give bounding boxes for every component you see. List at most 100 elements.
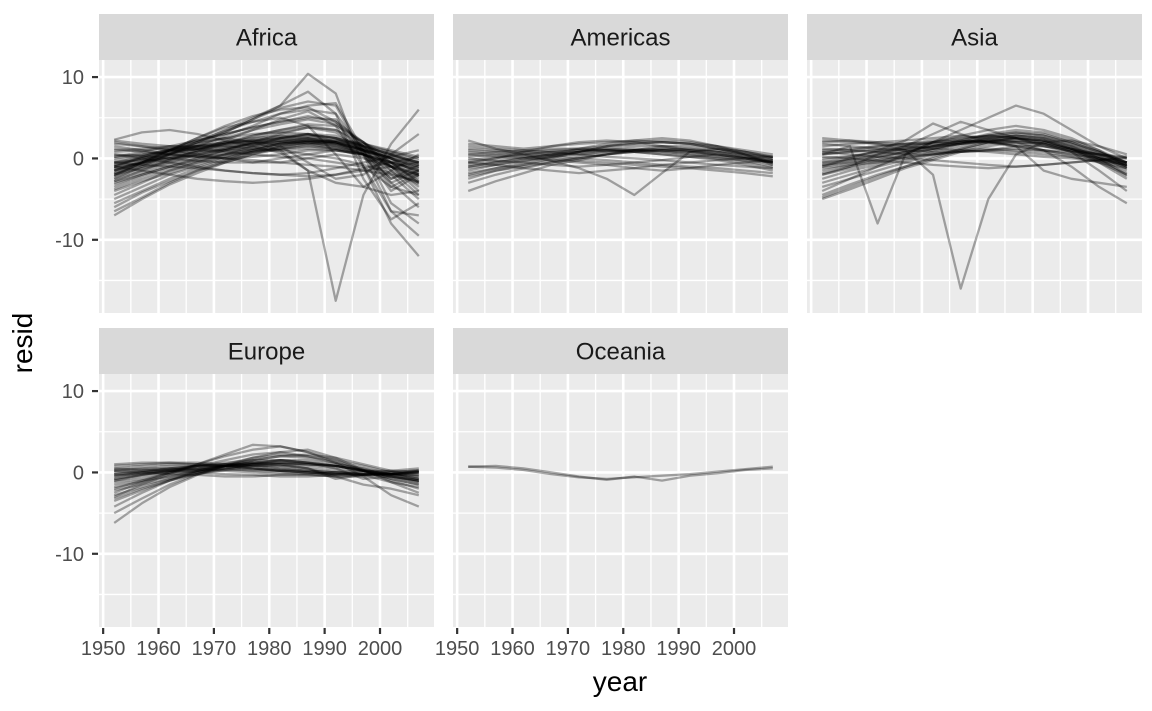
residual-lines-asia <box>821 104 1128 290</box>
facet-strip-europe <box>99 328 434 374</box>
country-residual-line <box>114 136 420 168</box>
major-gridlines <box>99 60 434 313</box>
country-residual-line <box>113 445 420 494</box>
country-residual-line <box>113 116 420 209</box>
country-residual-line <box>113 443 420 508</box>
country-residual-line <box>822 155 1127 170</box>
x-tick-label: 1950 <box>81 638 126 660</box>
country-residual-line <box>113 141 420 213</box>
country-residual-line <box>822 139 1127 167</box>
country-residual-line <box>114 464 419 478</box>
country-residual-line <box>113 136 420 175</box>
facet-americas: Americas <box>453 14 788 313</box>
country-residual-line <box>114 461 419 477</box>
country-residual-line <box>113 114 420 196</box>
facet-strip-label-americas: Americas <box>570 25 670 52</box>
minor-gridlines <box>453 374 788 627</box>
country-residual-line <box>468 153 773 172</box>
country-residual-line <box>113 139 420 180</box>
x-tick-label: 1960 <box>136 638 181 660</box>
country-residual-line <box>113 139 420 184</box>
country-residual-line <box>113 108 420 302</box>
y-tick-label: -10 <box>55 230 84 252</box>
country-residual-line <box>821 136 1128 199</box>
country-residual-line <box>113 141 420 209</box>
country-residual-line <box>114 463 420 497</box>
facet-strip-americas <box>453 14 788 60</box>
panel-background-americas <box>453 60 788 313</box>
y-tick-label: 0 <box>73 462 84 484</box>
country-residual-line <box>113 132 420 197</box>
major-gridlines <box>807 60 1142 313</box>
minor-gridlines <box>99 374 434 627</box>
country-residual-line <box>114 133 420 180</box>
country-residual-line <box>113 136 420 183</box>
country-residual-line <box>114 147 420 172</box>
country-residual-line <box>822 124 1128 168</box>
country-residual-line <box>114 468 419 477</box>
country-residual-line <box>821 141 1128 201</box>
facet-strip-africa <box>99 14 434 60</box>
country-residual-line <box>113 450 420 490</box>
y-tick-label: 0 <box>73 148 84 170</box>
country-residual-line <box>822 145 1127 160</box>
y-tick-label: -10 <box>55 544 84 566</box>
country-residual-line <box>114 142 420 189</box>
x-tick-label: 1990 <box>656 638 701 660</box>
facet-strip-label-africa: Africa <box>236 25 298 52</box>
facet-europe: Europe <box>99 328 434 627</box>
country-residual-line <box>821 134 1128 184</box>
country-residual-line <box>113 141 420 188</box>
country-residual-line <box>114 464 419 476</box>
country-residual-line <box>113 453 420 515</box>
facet-panels: Africa Americas Asia Europe Oceania <box>99 14 1142 627</box>
country-residual-line <box>114 467 419 477</box>
country-residual-line <box>113 132 420 183</box>
country-residual-line <box>113 126 420 200</box>
country-residual-line <box>821 136 1128 189</box>
country-residual-line <box>114 139 420 176</box>
country-residual-line <box>822 139 1128 164</box>
country-residual-line <box>822 139 1127 189</box>
panel-background-oceania <box>453 374 788 627</box>
country-residual-line <box>467 149 773 184</box>
minor-gridlines <box>807 60 1142 313</box>
country-residual-line <box>114 463 419 477</box>
x-axis-title: year <box>593 666 647 697</box>
country-residual-line <box>113 72 419 217</box>
country-residual-line <box>468 139 773 156</box>
country-residual-line <box>822 149 1127 167</box>
country-residual-line <box>468 139 774 167</box>
country-residual-line <box>114 141 420 176</box>
x-tick-label: 1950 <box>435 638 480 660</box>
panel-background-africa <box>99 60 434 313</box>
facet-africa: Africa <box>99 14 434 313</box>
country-residual-line <box>113 108 420 197</box>
country-residual-line <box>822 134 1128 205</box>
country-residual-line <box>468 149 774 170</box>
facet-strip-oceania <box>453 328 788 374</box>
country-residual-line <box>821 134 1128 176</box>
country-residual-line <box>114 145 420 172</box>
country-residual-line <box>468 136 774 168</box>
country-residual-line <box>113 134 420 186</box>
country-residual-line <box>114 136 420 170</box>
country-residual-line <box>467 141 774 176</box>
country-residual-line <box>113 448 420 524</box>
country-residual-line <box>114 461 419 484</box>
country-residual-line <box>113 145 420 191</box>
major-gridlines <box>453 60 788 313</box>
country-residual-line <box>114 155 420 184</box>
x-tick-label: 2000 <box>358 638 403 660</box>
facet-oceania: Oceania <box>453 328 788 627</box>
country-residual-line <box>114 461 419 476</box>
country-residual-line <box>468 141 774 164</box>
residual-lines-americas <box>467 136 774 197</box>
country-residual-line <box>113 139 420 217</box>
country-residual-line <box>113 90 420 221</box>
country-residual-line <box>822 139 1128 290</box>
country-residual-line <box>468 464 773 482</box>
country-residual-line <box>113 131 420 193</box>
